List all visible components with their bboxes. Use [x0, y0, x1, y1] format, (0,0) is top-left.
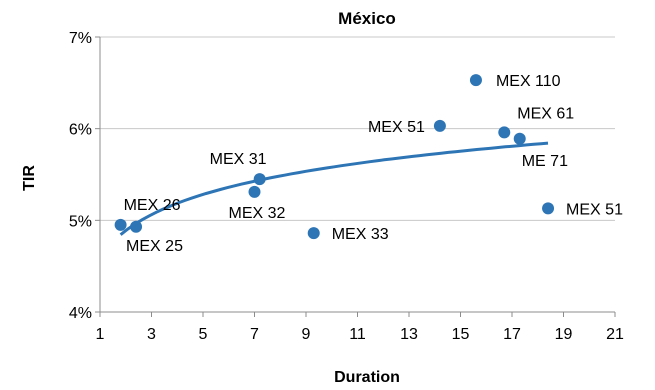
x-tick-label: 5 — [199, 326, 208, 343]
trendline-curve — [119, 141, 549, 236]
y-tick-label: 6% — [69, 122, 92, 139]
x-tick-label: 19 — [555, 326, 573, 343]
x-tick-label: 15 — [452, 326, 470, 343]
data-point — [513, 132, 526, 145]
x-tick-label: 1 — [96, 326, 105, 343]
data-point — [248, 185, 261, 198]
data-point — [469, 74, 482, 87]
y-tick-label: 7% — [69, 30, 92, 47]
data-point — [542, 202, 555, 215]
x-tick-label: 17 — [503, 326, 521, 343]
trendline — [119, 141, 549, 236]
data-points — [114, 74, 555, 240]
data-label: MEX 31 — [210, 151, 267, 168]
x-tick-label: 11 — [349, 326, 366, 343]
data-label: MEX 25 — [126, 238, 183, 255]
data-label: MEX 51 — [566, 201, 623, 218]
data-point — [114, 218, 127, 231]
x-axis-title: Duration — [334, 369, 400, 386]
data-label: MEX 61 — [517, 105, 574, 122]
data-label: MEX 51 — [368, 119, 425, 136]
y-tick-label: 5% — [69, 213, 92, 230]
data-label: MEX 26 — [124, 197, 181, 214]
x-tick-label: 3 — [147, 326, 156, 343]
y-tick-label: 4% — [69, 305, 92, 322]
data-label: MEX 33 — [332, 226, 389, 243]
data-point — [433, 119, 446, 132]
data-point — [498, 126, 511, 139]
x-tick-label: 13 — [400, 326, 418, 343]
data-point — [253, 173, 266, 186]
data-label: ME 71 — [522, 153, 568, 170]
x-tick-label: 7 — [250, 326, 259, 343]
chart-title: México — [338, 9, 396, 28]
data-point — [130, 220, 143, 233]
data-label: MEX 32 — [229, 205, 286, 222]
data-label: MEX 110 — [496, 73, 561, 90]
data-point — [307, 227, 320, 240]
point-labels: MEX 26 MEX 25 MEX 31 MEX 32 MEX 33 MEX 51 MEX … — [124, 73, 623, 255]
x-tick-label: 21 — [606, 326, 624, 343]
x-tick-label: 9 — [302, 326, 311, 343]
y-axis-title: TIR — [21, 165, 38, 191]
axes: 4%5%6%7%1 3 5 7 9 11 13 15 17 19 21 — [69, 30, 624, 343]
